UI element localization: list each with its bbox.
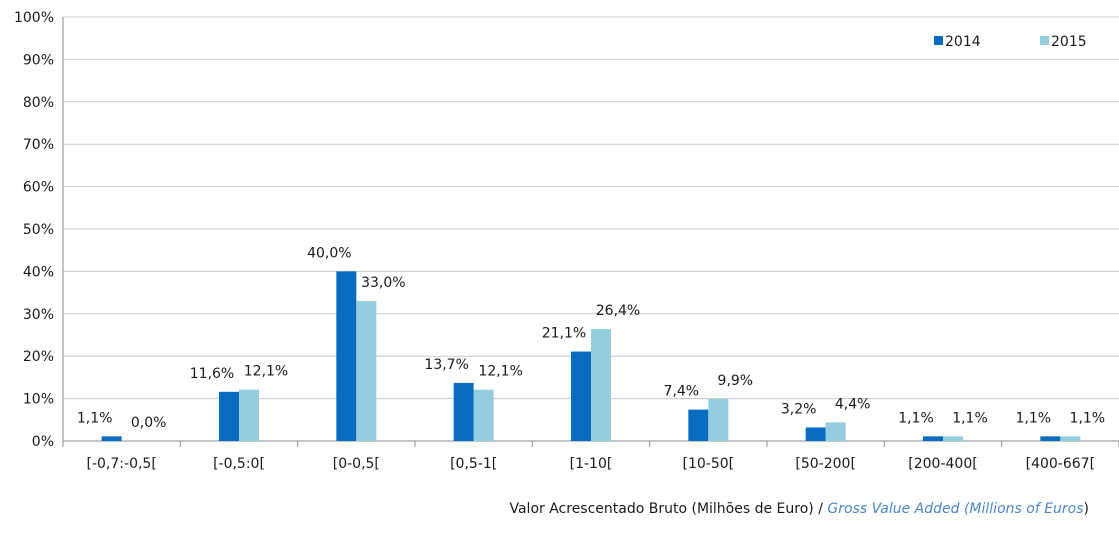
bar-chart: 0% 10% 20% 30% 40% 50% 60% 70% 80% 90% 100% [-0,7:-… (14, 10, 1119, 472)
x-axis-label: Valor Acrescentado Bruto (Milhões de Eur… (509, 501, 1089, 517)
y-tick-label: 10% (23, 392, 54, 408)
bar-2015 (473, 389, 494, 441)
data-label-2014: 40,0% (307, 245, 351, 261)
bar-2014 (805, 427, 826, 441)
data-label-2015: 12,1% (244, 364, 288, 380)
bar-2014 (923, 436, 943, 441)
bar-2015 (1060, 436, 1081, 441)
data-label-2015: 26,4% (596, 303, 640, 319)
legend-swatch-2014 (934, 36, 943, 45)
category-label: [1-10[ (570, 456, 613, 472)
data-label-2014: 1,1% (898, 410, 934, 426)
bar-2015 (356, 301, 377, 441)
y-tick-label: 50% (23, 222, 54, 238)
data-label-2015: 33,0% (361, 275, 405, 291)
data-label-2015: 0,0% (131, 415, 167, 431)
y-tick-label: 30% (23, 307, 54, 323)
data-label-2014: 3,2% (781, 401, 817, 417)
x-axis-label-en: Gross Value Added (Millions of Euros (827, 501, 1084, 517)
legend-swatch-2015 (1040, 36, 1049, 45)
y-tick-label: 0% (32, 434, 54, 450)
category-label: [10-50[ (683, 456, 735, 472)
y-tick-label: 80% (23, 95, 54, 111)
category-label: [200-400[ (908, 456, 977, 472)
y-tick-label: 70% (23, 137, 54, 153)
bar-2014 (101, 436, 122, 441)
data-label-2015: 12,1% (478, 364, 522, 380)
data-label-2014: 1,1% (77, 410, 113, 426)
data-label-2015: 9,9% (718, 373, 754, 389)
bar-2014 (571, 351, 591, 441)
bar-2014 (453, 382, 474, 441)
x-axis-label-pt: Valor Acrescentado Bruto (Milhões de Eur… (509, 501, 828, 517)
category-label: [-0,7:-0,5[ (87, 456, 157, 472)
bar-2015 (239, 389, 259, 441)
bar-2015 (943, 436, 963, 441)
data-label-2015: 1,1% (1070, 410, 1106, 426)
data-label-2014: 21,1% (542, 326, 586, 342)
category-label: [0-0,5[ (333, 456, 380, 472)
category-label: [0,5-1[ (450, 456, 497, 472)
category-label: [50-200[ (795, 456, 856, 472)
bar-2014 (219, 391, 239, 441)
y-tick-label: 100% (14, 10, 54, 26)
y-tick-label: 60% (23, 180, 54, 196)
category-label: [-0,5:0[ (213, 456, 265, 472)
legend-label-2015: 2015 (1051, 34, 1087, 50)
data-label-2015: 4,4% (835, 396, 871, 412)
x-axis-label-close: ) (1083, 501, 1089, 517)
data-label-2014: 13,7% (424, 357, 468, 373)
legend-label-2014: 2014 (945, 34, 981, 50)
bar-2015 (591, 329, 611, 441)
bar-2014 (688, 409, 709, 441)
data-label-2015: 1,1% (952, 410, 988, 426)
category-label: [400-667[ (1026, 456, 1095, 472)
bar-2014 (1040, 436, 1061, 441)
bar-2014 (336, 271, 357, 441)
y-tick-label: 40% (23, 264, 54, 280)
bar-2015 (825, 422, 846, 441)
y-tick-label: 20% (23, 349, 54, 365)
data-label-2014: 11,6% (190, 366, 234, 382)
y-tick-label: 90% (23, 52, 54, 68)
data-label-2014: 1,1% (1016, 410, 1052, 426)
bar-2015 (708, 399, 729, 441)
data-label-2014: 7,4% (664, 384, 700, 400)
